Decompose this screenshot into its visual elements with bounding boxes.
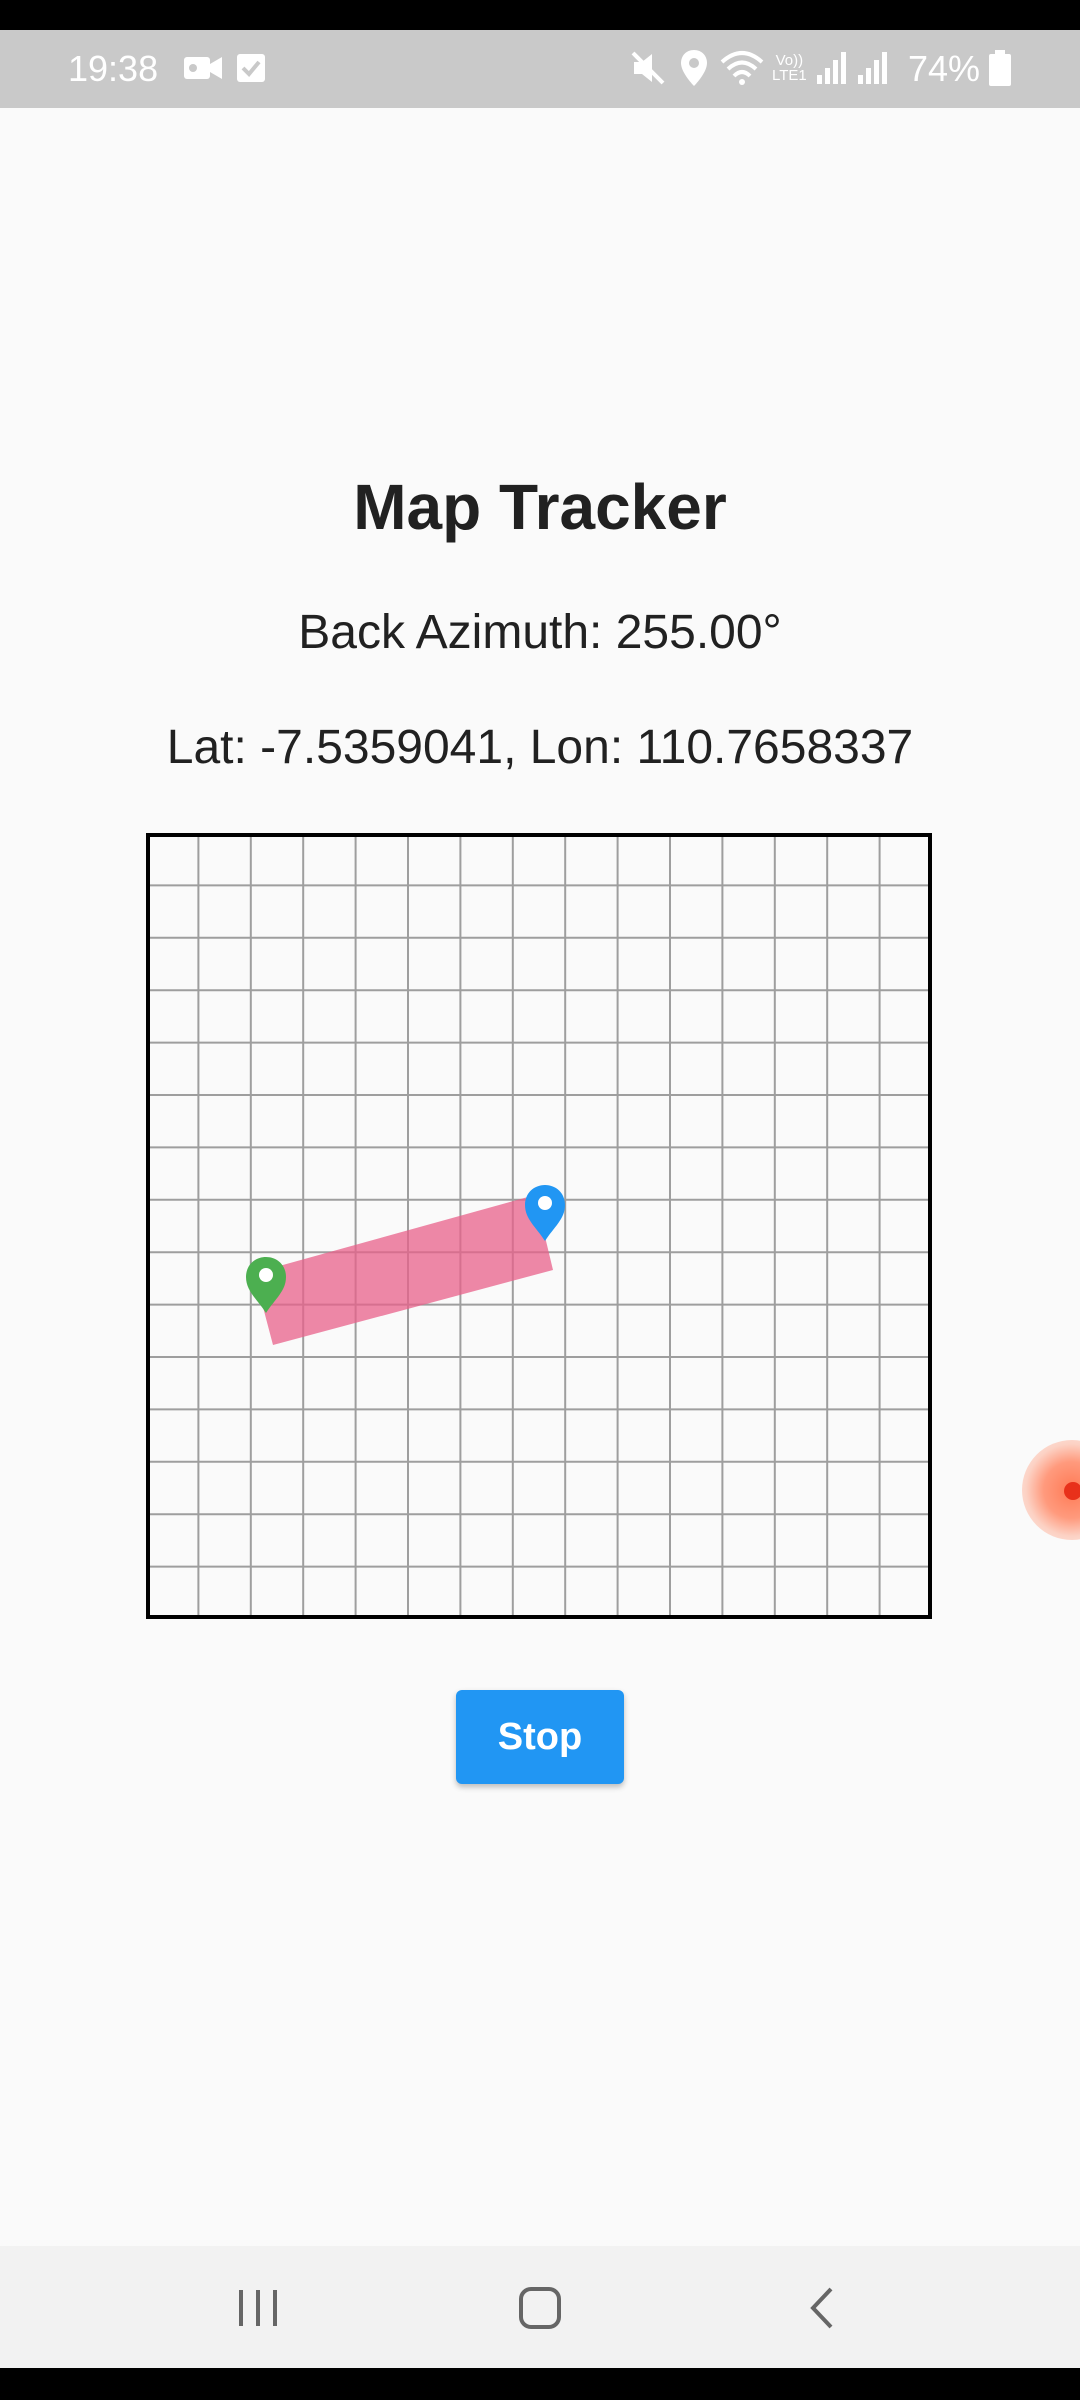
current-location-marker-icon — [525, 1185, 565, 1241]
stop-button[interactable]: Stop — [456, 1690, 624, 1784]
volte-icon: Vo)) LTE1 — [772, 52, 807, 84]
coordinates-text: Lat: -7.5359041, Lon: 110.7658337 — [166, 721, 914, 774]
home-icon[interactable] — [500, 2276, 580, 2340]
mute-icon — [630, 48, 666, 88]
start-marker-icon — [246, 1257, 286, 1313]
floating-bubble-button[interactable] — [1022, 1440, 1080, 1540]
map-border — [146, 833, 932, 1619]
back-azimuth-text: Back Azimuth: 255.00° — [298, 606, 782, 659]
record-dot-icon — [1064, 1482, 1080, 1500]
video-camera-icon — [183, 48, 223, 88]
navigation-bar — [0, 2246, 1080, 2368]
page-title: Map Tracker — [353, 471, 727, 543]
signal-icon — [815, 48, 847, 88]
map-canvas[interactable] — [146, 833, 932, 1619]
status-bar: 19:38 Vo)) LTE1 74% — [0, 30, 1080, 108]
battery-icon — [988, 48, 1012, 88]
bottom-black-bar — [0, 2368, 1080, 2400]
map-grid — [146, 833, 932, 1619]
battery-percent: 74% — [908, 48, 981, 89]
wifi-icon — [720, 48, 764, 88]
location-icon — [680, 48, 708, 88]
signal-icon — [856, 48, 888, 88]
back-icon[interactable] — [782, 2276, 862, 2340]
status-time: 19:38 — [68, 48, 159, 89]
top-black-bar — [0, 0, 1080, 30]
track-path — [254, 1195, 553, 1345]
checkbox-icon — [236, 48, 266, 88]
recent-apps-icon[interactable] — [218, 2276, 298, 2340]
